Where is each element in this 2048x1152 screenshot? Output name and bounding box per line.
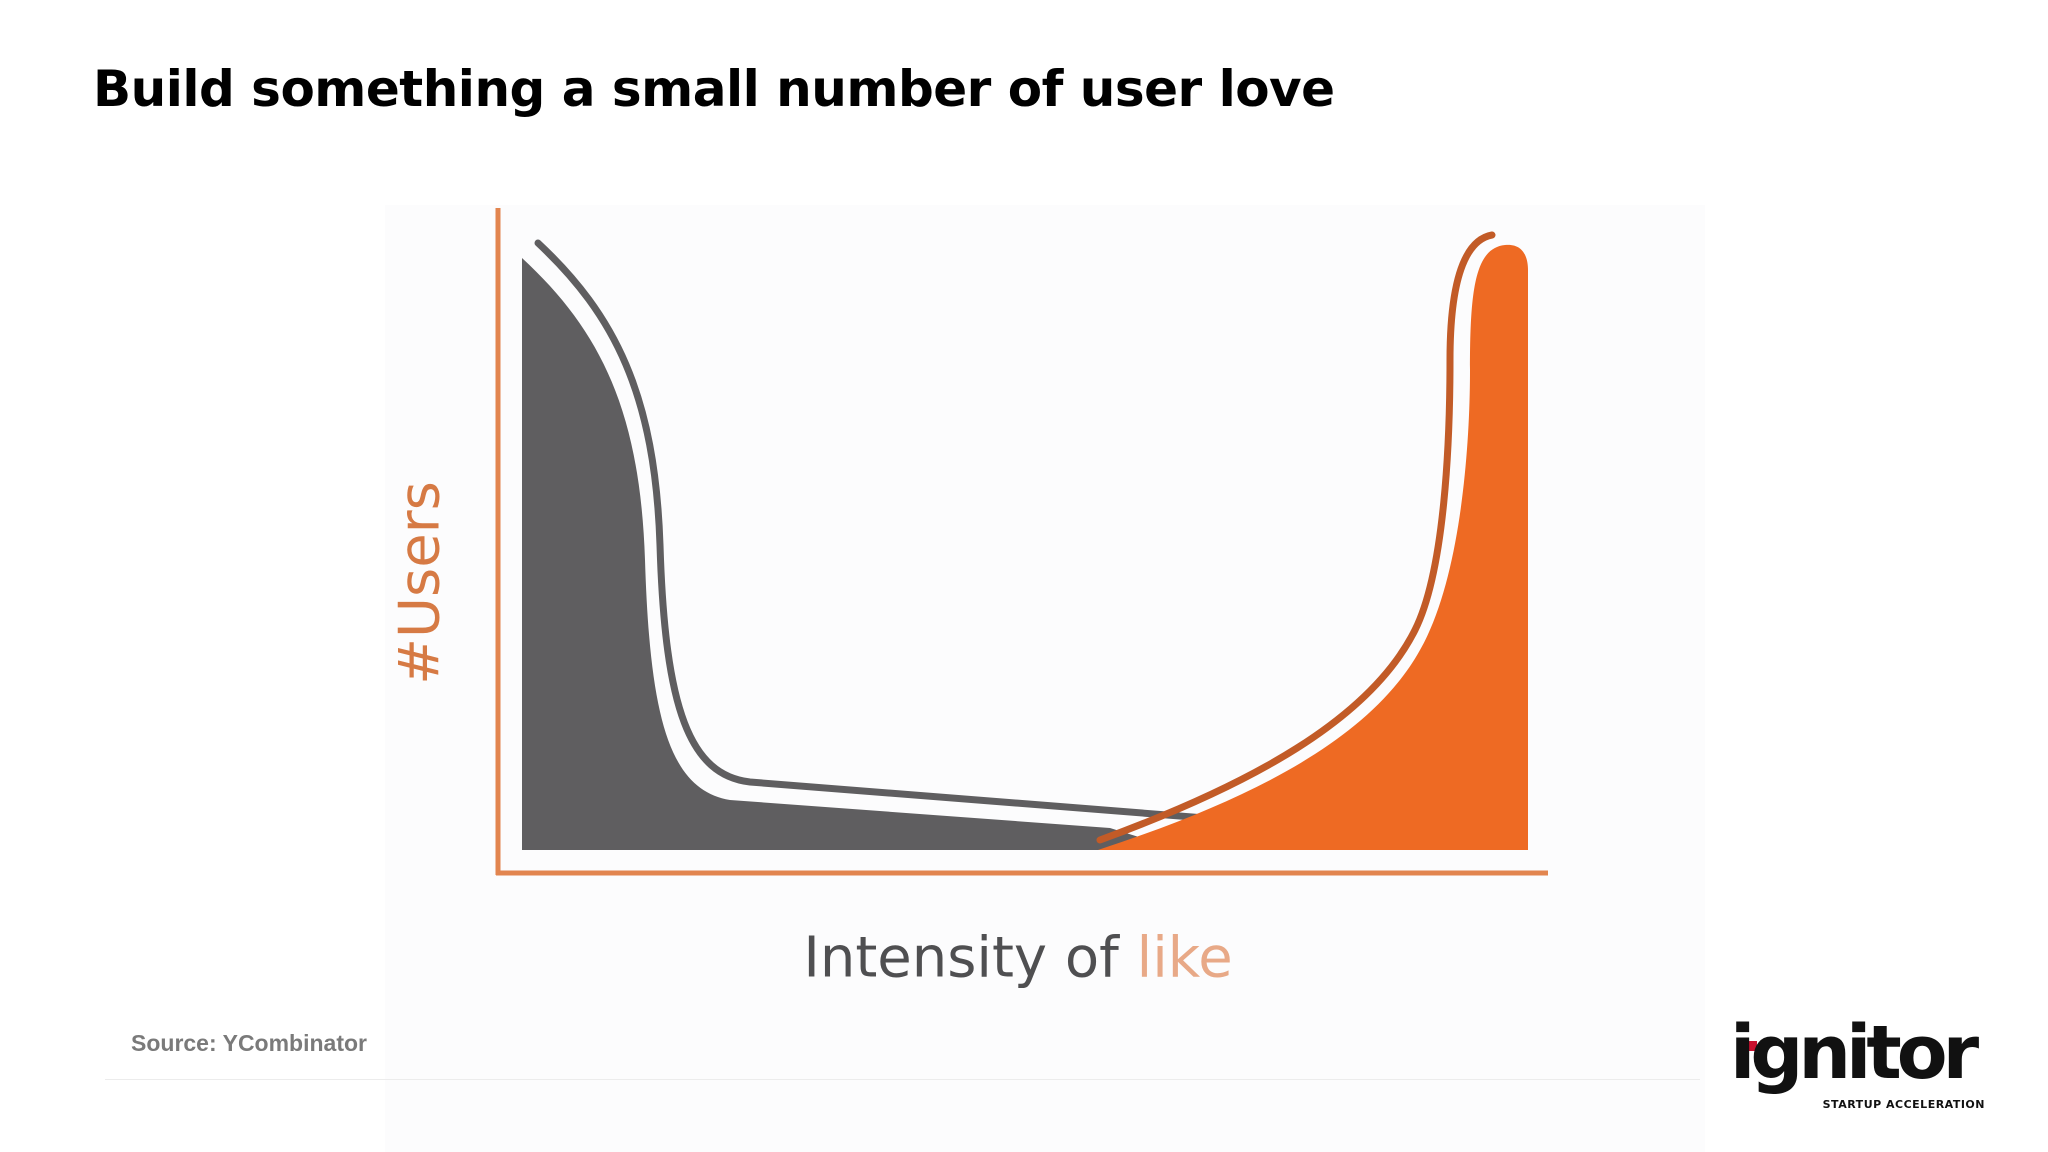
slide-title: Build something a small number of user l…	[93, 60, 1335, 118]
x-axis-label-main: Intensity of	[803, 925, 1137, 991]
logo-wordmark: ignitor	[1730, 1010, 1979, 1096]
right-user-distribution-fill	[1098, 244, 1528, 851]
y-axis-label: #Users	[387, 481, 453, 685]
logo-accent-mark	[1740, 1041, 1757, 1051]
source-citation: Source: YCombinator	[131, 1030, 367, 1056]
left-user-distribution-fill	[522, 258, 1180, 850]
logo-tagline: STARTUP ACCELERATION	[1822, 1098, 1985, 1111]
left-user-distribution-outline	[534, 239, 1209, 822]
right-user-distribution-outline	[1096, 231, 1496, 844]
x-axis-label-accent: like	[1136, 925, 1233, 991]
ignitor-logo: ignitor STARTUP ACCELERATION	[1730, 1016, 2010, 1112]
footer-divider	[105, 1079, 1700, 1080]
x-axis-label: Intensity of like	[803, 926, 1232, 991]
